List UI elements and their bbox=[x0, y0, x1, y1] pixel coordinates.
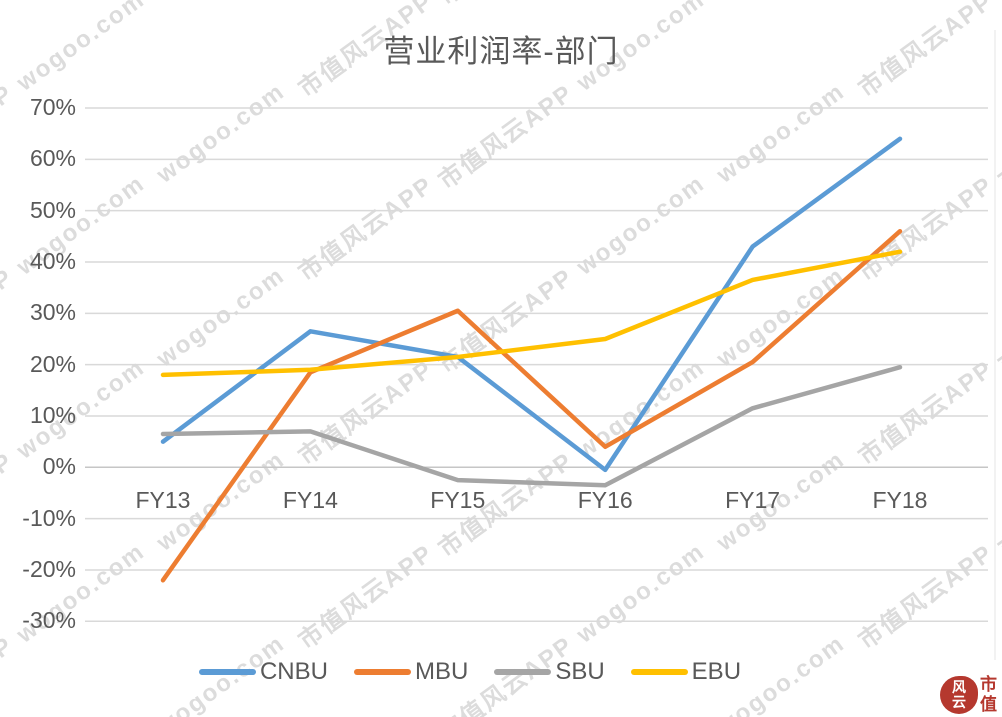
legend-item-SBU: SBU bbox=[494, 658, 605, 686]
brand-logo-text: 市 值 bbox=[980, 675, 997, 715]
logo-char: 云 bbox=[952, 694, 966, 710]
logo-char: 市 bbox=[980, 675, 997, 694]
legend-item-CNBU: CNBU bbox=[198, 658, 328, 686]
brand-logo-seal-icon: 风 云 bbox=[940, 676, 978, 714]
chart-title: 营业利润率-部门 bbox=[383, 34, 619, 69]
legend-swatch-SBU bbox=[494, 669, 552, 675]
legend-item-MBU: MBU bbox=[353, 658, 469, 686]
logo-char: 风 bbox=[952, 679, 966, 695]
logo-char: 值 bbox=[980, 695, 997, 714]
series-line-EBU bbox=[160, 249, 903, 378]
legend-label: CNBU bbox=[259, 658, 328, 685]
legend-swatch-EBU bbox=[630, 669, 688, 675]
chart-legend: CNBU MBU SBU EBU bbox=[0, 658, 940, 686]
brand-logo: 风 云 市 值 bbox=[940, 675, 997, 715]
series-line-MBU bbox=[160, 228, 903, 583]
legend-item-EBU: EBU bbox=[630, 658, 742, 686]
legend-label: EBU bbox=[691, 658, 742, 685]
legend-swatch-MBU bbox=[353, 669, 411, 675]
legend-label: MBU bbox=[414, 658, 469, 685]
series-line-SBU bbox=[160, 364, 903, 488]
series-line-CNBU bbox=[160, 136, 903, 473]
legend-swatch-CNBU bbox=[198, 669, 256, 675]
legend-label: SBU bbox=[555, 658, 605, 685]
